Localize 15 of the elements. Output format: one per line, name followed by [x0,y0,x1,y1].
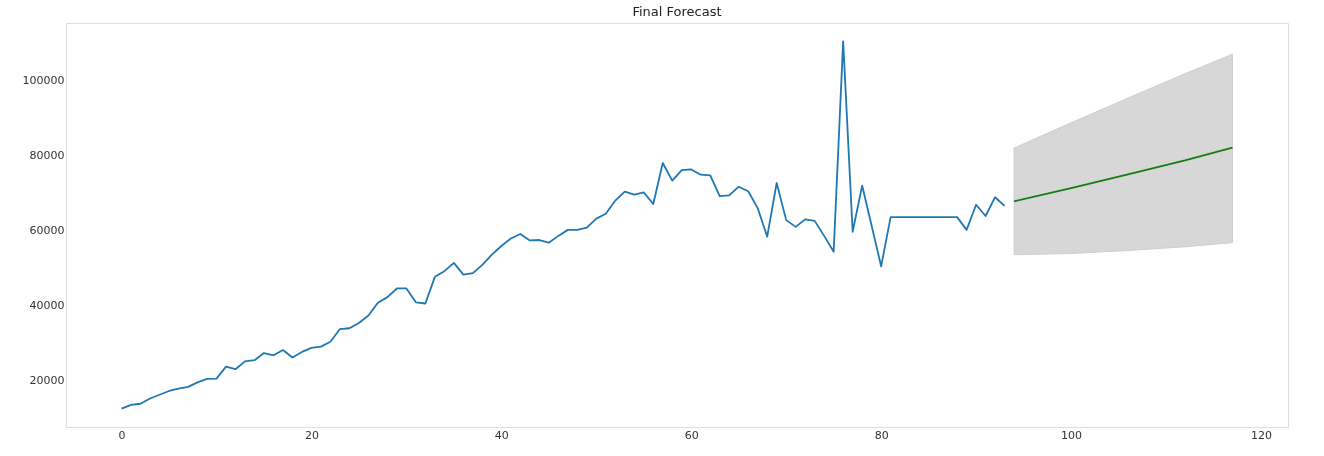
x-tick-label: 40 [494,428,509,442]
x-tick-label: 0 [118,428,126,442]
y-tick-label: 80000 [29,148,65,162]
y-tick-label: 60000 [29,223,65,237]
x-tick-label: 120 [1250,428,1272,442]
y-tick-label: 100000 [22,73,65,87]
line-series [120,40,1006,410]
x-tick-label: 100 [1061,428,1083,442]
y-tick-label: 20000 [29,373,65,387]
x-tick-label: 80 [874,428,889,442]
y-tick-label: 40000 [29,298,65,312]
line-series [1013,146,1234,203]
x-tick-label: 20 [304,428,319,442]
x-tick-label: 60 [684,428,699,442]
chart-title: Final Forecast [632,4,722,19]
